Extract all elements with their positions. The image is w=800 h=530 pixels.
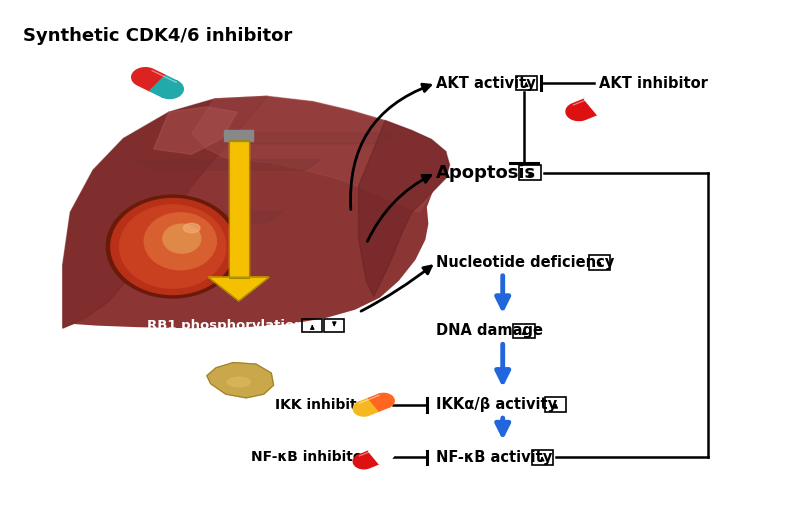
Polygon shape	[208, 277, 269, 301]
Ellipse shape	[144, 213, 216, 270]
Polygon shape	[150, 75, 183, 99]
Text: Synthetic CDK4/6 inhibitor: Synthetic CDK4/6 inhibitor	[23, 26, 292, 45]
Text: Apoptosis: Apoptosis	[436, 164, 536, 182]
Bar	[302, 319, 322, 332]
Polygon shape	[62, 96, 267, 328]
Polygon shape	[62, 96, 450, 328]
Text: IKK inhibitor: IKK inhibitor	[275, 398, 374, 412]
Text: Nucleotide deficiency: Nucleotide deficiency	[436, 255, 614, 270]
Text: DNA damage: DNA damage	[436, 323, 543, 338]
Ellipse shape	[119, 205, 226, 288]
Bar	[546, 398, 566, 412]
Polygon shape	[116, 213, 282, 223]
Polygon shape	[584, 93, 615, 114]
Text: NF-κB activity: NF-κB activity	[436, 450, 552, 465]
Bar	[519, 165, 541, 180]
Text: NF-κB inhibitor: NF-κB inhibitor	[251, 450, 370, 464]
Bar	[229, 140, 249, 278]
Ellipse shape	[163, 224, 201, 253]
Text: AKT inhibitor: AKT inhibitor	[599, 76, 708, 91]
Bar	[325, 319, 344, 332]
Bar	[516, 76, 537, 91]
Ellipse shape	[227, 377, 250, 387]
Polygon shape	[566, 99, 597, 120]
Ellipse shape	[111, 199, 234, 295]
Polygon shape	[192, 96, 446, 213]
Polygon shape	[354, 451, 379, 469]
Polygon shape	[358, 120, 450, 297]
Bar	[224, 129, 253, 141]
Bar	[590, 255, 610, 270]
Bar	[514, 323, 534, 338]
Text: AKT activity: AKT activity	[436, 76, 536, 91]
Text: RB1 phosphorylation: RB1 phosphorylation	[147, 319, 304, 332]
Polygon shape	[207, 363, 274, 398]
Bar	[229, 140, 249, 278]
Polygon shape	[131, 160, 321, 170]
Ellipse shape	[183, 223, 200, 233]
Text: IKKα/β activity: IKKα/β activity	[436, 397, 557, 412]
Polygon shape	[369, 446, 394, 464]
Polygon shape	[354, 399, 379, 416]
Polygon shape	[132, 68, 166, 91]
Polygon shape	[154, 107, 237, 154]
Polygon shape	[230, 133, 397, 144]
Bar	[531, 450, 553, 465]
Ellipse shape	[106, 195, 239, 298]
Polygon shape	[369, 393, 394, 411]
